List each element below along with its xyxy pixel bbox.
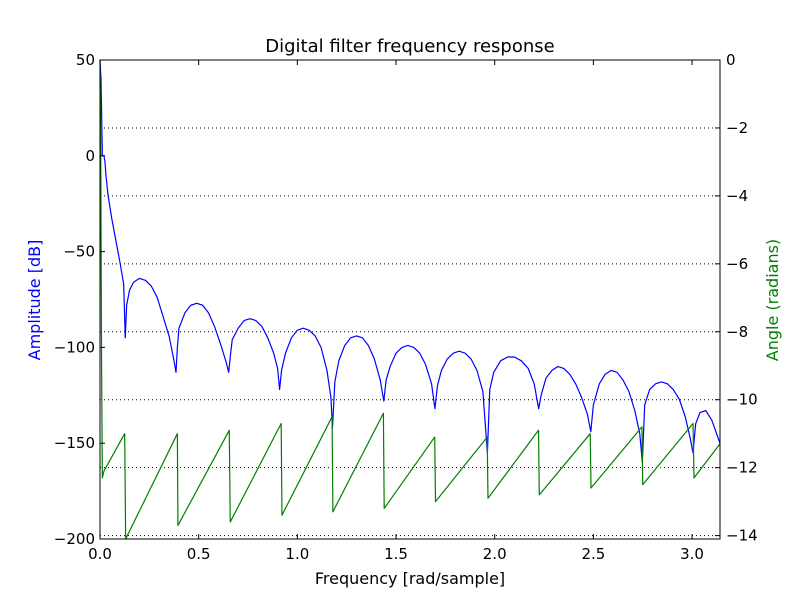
y-tick-label-3: −100 [54,338,95,356]
grid-lines [100,59,720,537]
x-axis-ticks: 0.0 0.5 1.0 1.5 2.0 2.5 3.0 [88,60,704,563]
y2-tick-label-7: −14 [726,527,758,545]
x-axis-label: Frequency [rad/sample] [315,569,505,588]
x-tick-label-5: 2.5 [581,545,605,563]
chart-title: Digital filter frequency response [265,36,554,57]
y-tick-label-2: −50 [63,243,95,261]
y2-tick-label-4: −8 [726,323,748,341]
x-tick-label-6: 3.0 [680,545,704,563]
x-tick-label-3: 1.5 [384,545,408,563]
y2-tick-label-0: 0 [726,51,736,69]
x-tick-label-1: 0.5 [187,545,211,563]
y2-tick-label-1: −2 [726,119,748,137]
y-tick-label-0: 50 [76,51,95,69]
y2-tick-label-3: −6 [726,255,748,273]
y-axis-right-ticks: 0 −2 −4 −6 −8 −10 −12 −14 [715,51,758,545]
y2-tick-label-5: −10 [726,391,758,409]
plot-frame [99,59,721,540]
y-tick-label-5: −200 [54,530,95,548]
y-tick-label-4: −150 [54,434,95,452]
y-axis-right-label: Angle (radians) [763,239,782,361]
y2-tick-label-6: −12 [726,459,758,477]
x-tick-label-4: 2.0 [483,545,507,563]
amplitude-series-line [99,59,721,463]
y-tick-label-1: 0 [85,147,95,165]
y-axis-left-label: Amplitude [dB] [25,240,44,361]
y2-tick-label-2: −4 [726,187,748,205]
x-tick-label-0: 0.0 [88,545,112,563]
series-layer [99,59,721,540]
y-axis-left-ticks: 50 0 −50 −100 −150 −200 [54,51,105,548]
x-tick-label-2: 1.0 [285,545,309,563]
angle-series-line [99,59,721,540]
